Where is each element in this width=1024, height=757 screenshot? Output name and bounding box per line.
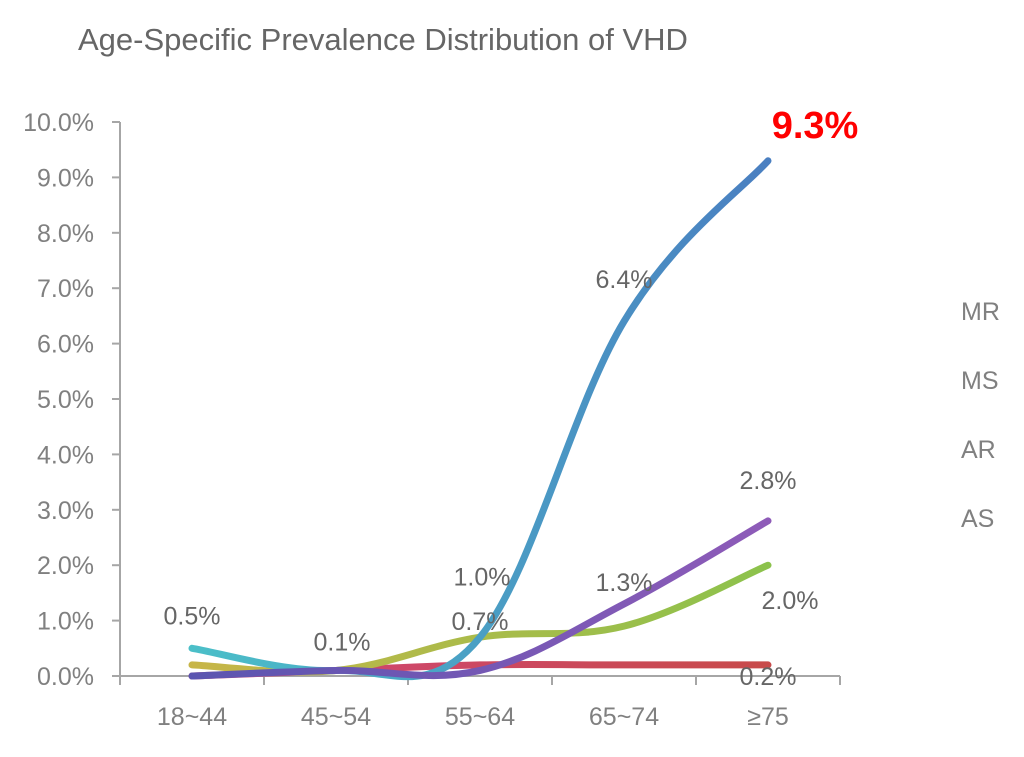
legend-label-ar: AR <box>961 436 996 464</box>
data-label: 2.8% <box>740 467 797 495</box>
axes: 0.0% 1.0% 2.0% 3.0% 4.0% 5.0% 6.0% 7.0% 8.0% 9.0%… <box>23 109 841 731</box>
data-labels: 0.5% 0.1% 1.0% 0.7% 6.4% 1.3% 9.3% 2.8% 2.0% 0.2% <box>164 105 859 691</box>
data-label: 2.0% <box>762 587 819 615</box>
data-label: 1.3% <box>596 569 653 597</box>
data-label: 9.3% <box>772 105 859 147</box>
series-lines <box>188 157 772 681</box>
y-tick-label: 4.0% <box>37 441 94 469</box>
legend-label-ms: MS <box>961 367 999 395</box>
y-tick-label: 2.0% <box>37 552 94 580</box>
legend-label-mr: MR <box>961 298 1000 326</box>
y-tick-label: 1.0% <box>37 608 94 636</box>
y-tick-label: 7.0% <box>37 275 94 303</box>
x-tick-label: 18~44 <box>157 703 227 731</box>
y-tick-label: 6.0% <box>37 331 94 359</box>
y-tick-label: 3.0% <box>37 497 94 525</box>
data-label: 6.4% <box>596 266 653 294</box>
series-line-as <box>188 517 772 680</box>
x-tick-label: 55~64 <box>445 703 515 731</box>
y-tick-label: 0.0% <box>37 663 94 691</box>
data-label: 1.0% <box>454 564 511 592</box>
y-tick-label: 9.0% <box>37 164 94 192</box>
series-line-mr <box>188 157 772 681</box>
chart-title: Age-Specific Prevalence Distribution of … <box>78 22 688 57</box>
data-label: 0.2% <box>740 663 797 691</box>
x-tick-label: ≥75 <box>747 703 789 731</box>
data-label: 0.1% <box>314 628 371 656</box>
data-label: 0.7% <box>452 608 509 636</box>
legend-label-as: AS <box>961 505 994 533</box>
y-tick-label: 8.0% <box>37 220 94 248</box>
x-tick-label: 65~74 <box>589 703 659 731</box>
y-tick-label: 10.0% <box>23 109 94 137</box>
y-tick-label: 5.0% <box>37 386 94 414</box>
data-label: 0.5% <box>164 602 221 630</box>
x-tick-label: 45~54 <box>301 703 371 731</box>
legend: MR MS AR AS <box>876 298 1000 533</box>
